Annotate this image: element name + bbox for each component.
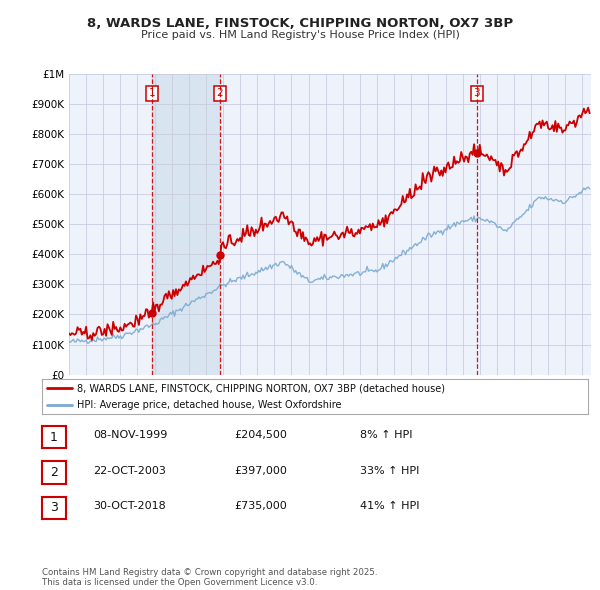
Text: 3: 3 — [473, 88, 480, 99]
Text: Contains HM Land Registry data © Crown copyright and database right 2025.
This d: Contains HM Land Registry data © Crown c… — [42, 568, 377, 587]
Text: 8% ↑ HPI: 8% ↑ HPI — [360, 430, 413, 440]
Text: 8, WARDS LANE, FINSTOCK, CHIPPING NORTON, OX7 3BP (detached house): 8, WARDS LANE, FINSTOCK, CHIPPING NORTON… — [77, 384, 445, 394]
Text: £397,000: £397,000 — [234, 466, 287, 476]
Text: 2: 2 — [217, 88, 223, 99]
Text: 1: 1 — [149, 88, 155, 99]
Text: Price paid vs. HM Land Registry's House Price Index (HPI): Price paid vs. HM Land Registry's House … — [140, 30, 460, 40]
Text: £204,500: £204,500 — [234, 430, 287, 440]
Text: 8, WARDS LANE, FINSTOCK, CHIPPING NORTON, OX7 3BP: 8, WARDS LANE, FINSTOCK, CHIPPING NORTON… — [87, 17, 513, 30]
Text: 08-NOV-1999: 08-NOV-1999 — [93, 430, 167, 440]
Text: 33% ↑ HPI: 33% ↑ HPI — [360, 466, 419, 476]
Bar — [152, 74, 220, 375]
Text: 3: 3 — [50, 502, 58, 514]
Text: 1: 1 — [50, 431, 58, 444]
Text: 30-OCT-2018: 30-OCT-2018 — [93, 501, 166, 511]
Text: HPI: Average price, detached house, West Oxfordshire: HPI: Average price, detached house, West… — [77, 401, 342, 410]
Text: £735,000: £735,000 — [234, 501, 287, 511]
Text: 22-OCT-2003: 22-OCT-2003 — [93, 466, 166, 476]
Text: 2: 2 — [50, 466, 58, 479]
Text: 41% ↑ HPI: 41% ↑ HPI — [360, 501, 419, 511]
